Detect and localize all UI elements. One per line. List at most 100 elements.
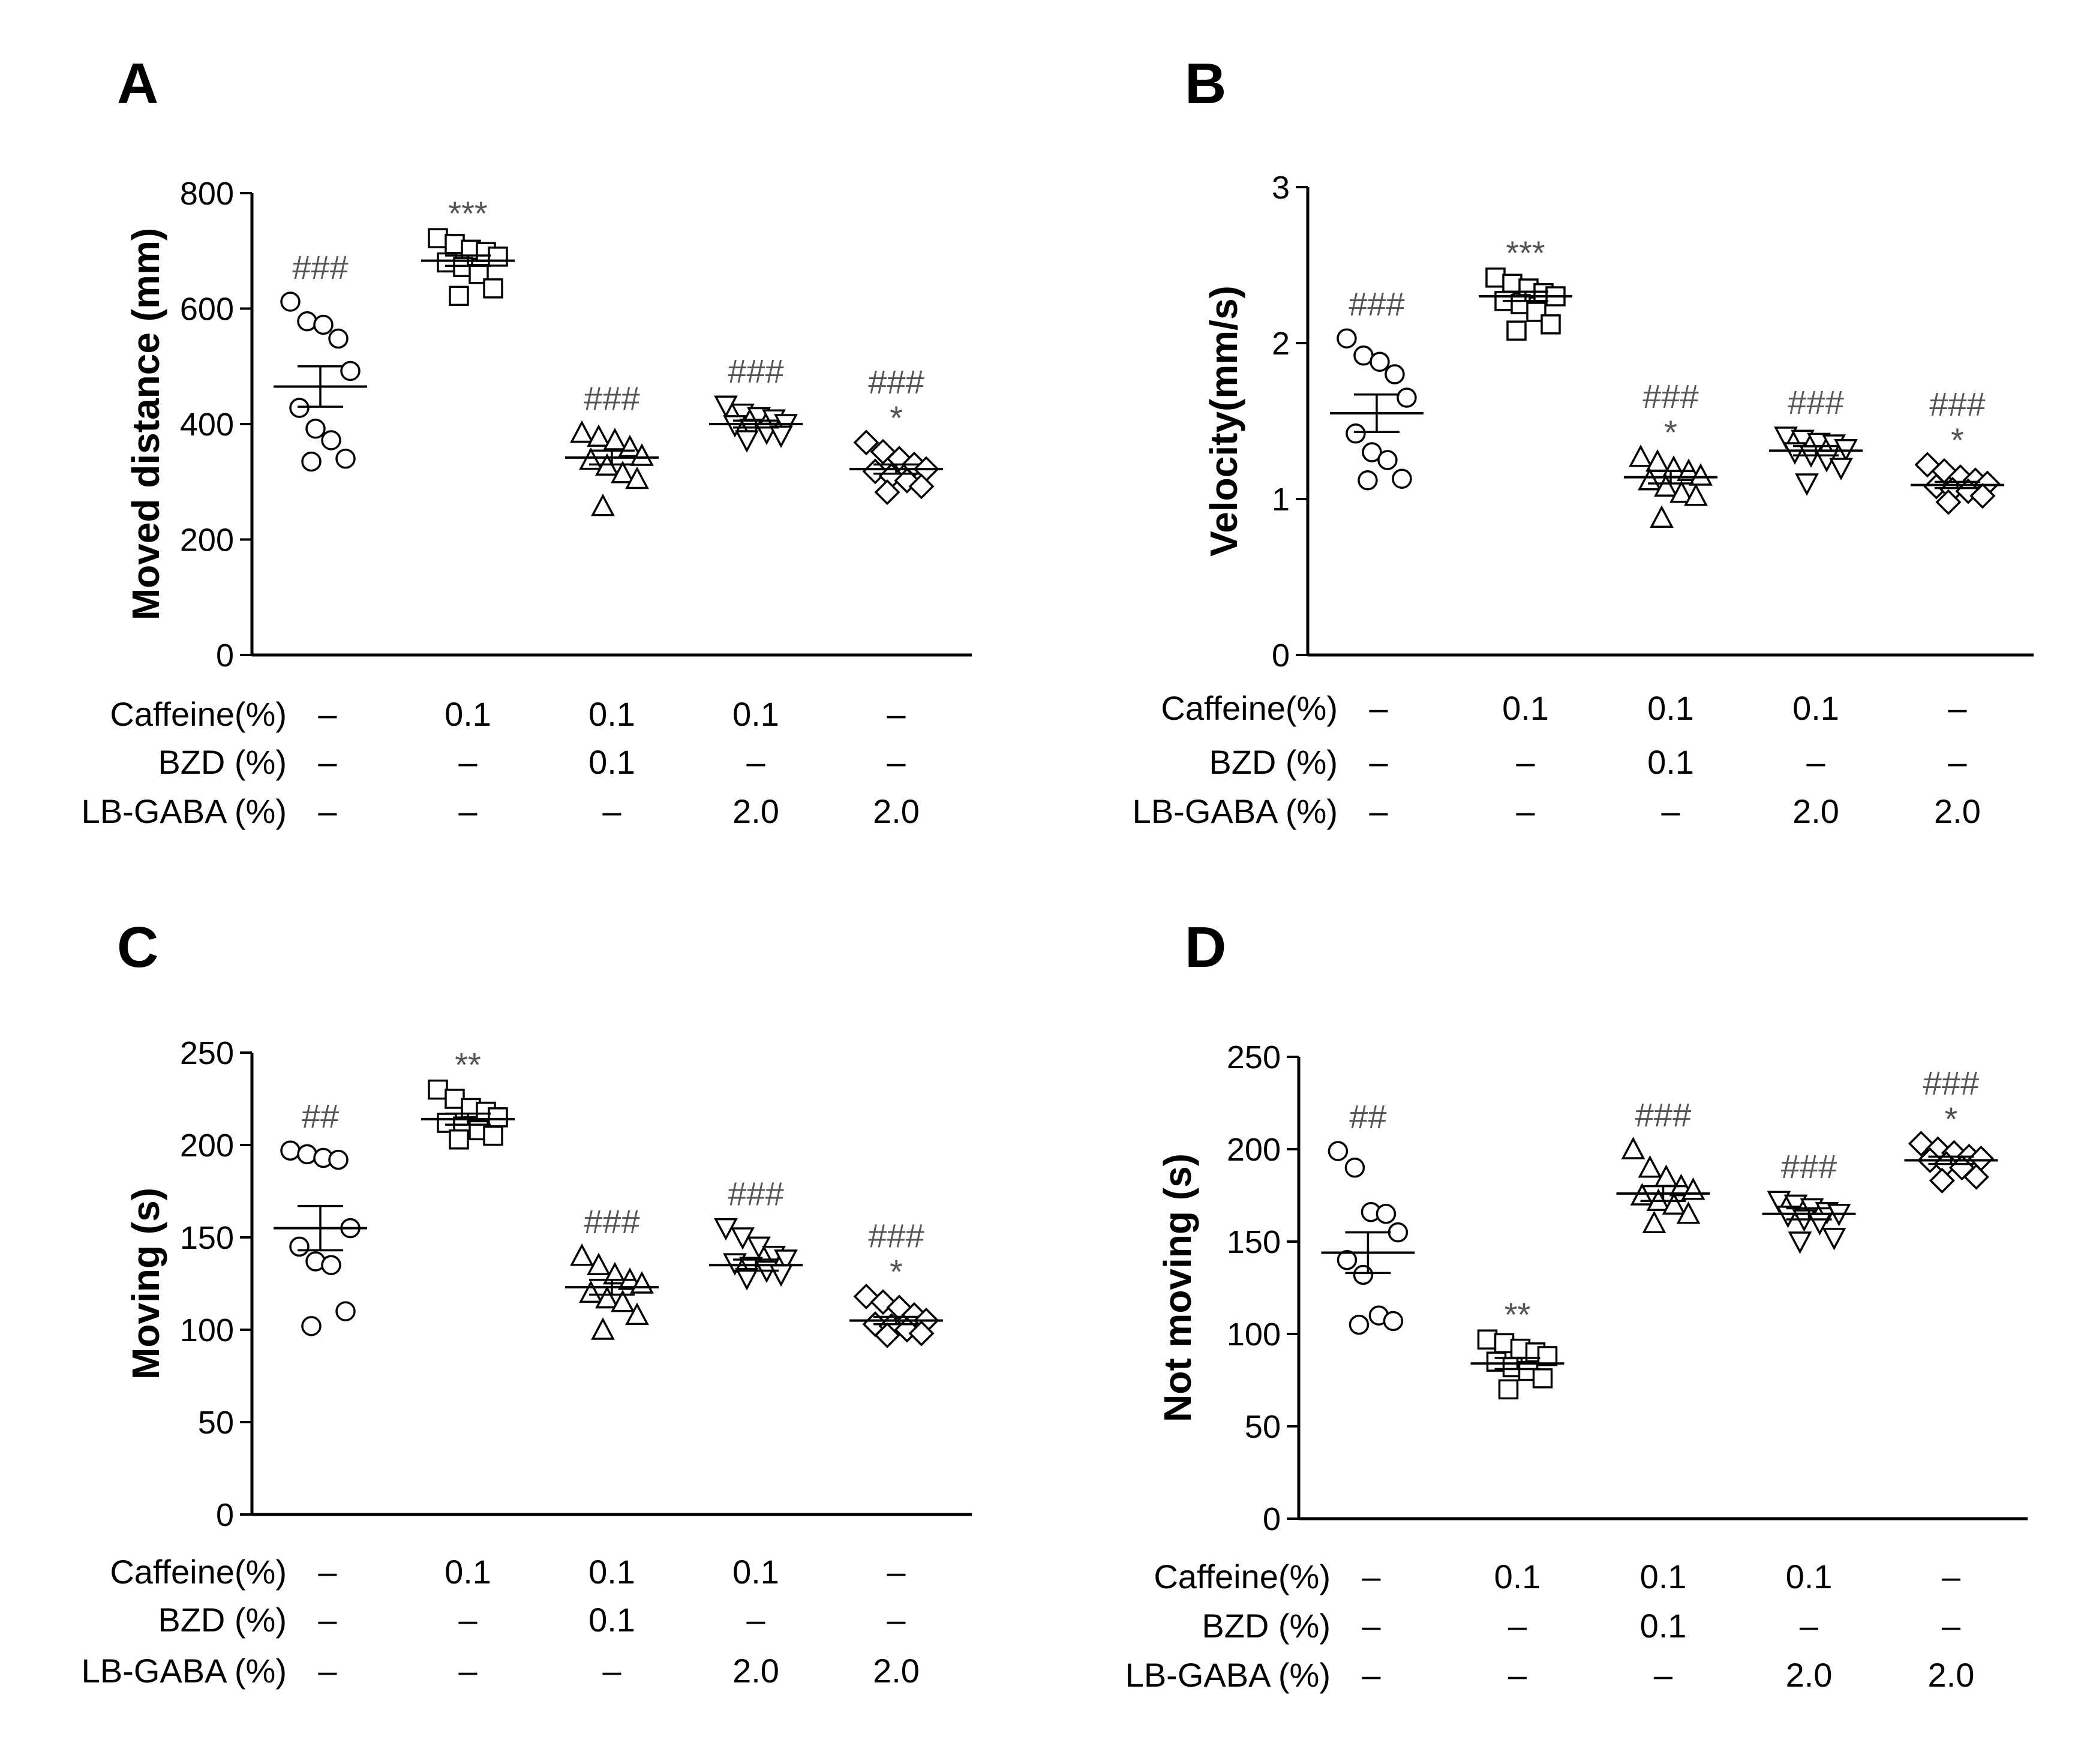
data-point (289, 1236, 310, 1257)
data-point (1669, 480, 1693, 503)
y-tick-label: 800 (180, 176, 234, 212)
data-group-5: *### (1904, 1064, 1998, 1194)
data-point (595, 1285, 619, 1309)
condition-value: – (1369, 689, 1388, 727)
y-tick-label: 50 (1245, 1409, 1281, 1445)
data-point (1337, 1250, 1358, 1270)
condition-value: – (1948, 743, 1967, 781)
condition-value: 0.1 (1647, 743, 1694, 781)
data-point (305, 418, 326, 439)
condition-value: – (1516, 792, 1535, 830)
condition-value: – (887, 1601, 906, 1639)
data-point (1362, 442, 1382, 462)
condition-value: – (1362, 1558, 1381, 1595)
data-point (483, 278, 503, 299)
y-axis-title: Not moving (s) (1156, 1153, 1199, 1422)
data-group-4: ### (709, 352, 803, 453)
data-point (1630, 1183, 1654, 1206)
condition-value: – (1369, 792, 1388, 830)
significance-hash: ### (868, 363, 924, 401)
data-point (335, 449, 356, 469)
data-point (1783, 442, 1807, 465)
condition-value: 2.0 (1786, 1656, 1833, 1694)
y-tick-label: 0 (216, 638, 234, 674)
y-tick-label: 400 (180, 407, 234, 443)
significance-stars: *** (1506, 234, 1545, 272)
condition-value: 0.1 (1786, 1558, 1833, 1595)
condition-value: 0.1 (1792, 689, 1839, 727)
data-point (1807, 432, 1831, 456)
significance-stars: * (1945, 1100, 1958, 1138)
data-point (445, 1089, 465, 1109)
data-point (1929, 1167, 1955, 1194)
panel-letter: A (117, 52, 158, 116)
data-point (587, 424, 611, 447)
data-point (1485, 268, 1506, 288)
data-group-3: ### (565, 379, 659, 516)
condition-value: 2.0 (1927, 1656, 1974, 1694)
data-point (1388, 1222, 1409, 1243)
significance-hash: ### (584, 1203, 639, 1240)
condition-value: – (887, 695, 906, 733)
data-point (280, 292, 301, 312)
data-point (1498, 1379, 1519, 1400)
data-point (1935, 489, 1962, 515)
y-tick-label: 100 (180, 1312, 234, 1348)
significance-stars: * (890, 1253, 903, 1291)
significance-hash: ### (1923, 1064, 1979, 1102)
data-point (1829, 458, 1853, 480)
data-point (1376, 1204, 1397, 1224)
data-point (449, 1129, 469, 1150)
data-point (874, 1322, 900, 1348)
data-point (1385, 364, 1405, 384)
condition-table: Caffeine(%) –0.1 0.1 0.1 –BZD (%) – –0.1– –LB-G… (1125, 1558, 1975, 1694)
condition-label: BZD (%) (158, 1601, 287, 1639)
condition-value: – (746, 743, 765, 781)
data-point (603, 1261, 627, 1285)
y-tick-label: 200 (1227, 1132, 1281, 1168)
data-point (1969, 483, 1996, 509)
data-point (1537, 1346, 1558, 1366)
data-point (591, 493, 615, 516)
significance-hash: ### (728, 1175, 783, 1213)
condition-value: – (318, 792, 337, 830)
condition-value: – (602, 1652, 621, 1690)
data-point (630, 443, 654, 466)
data-point (1358, 470, 1378, 491)
data-point (1963, 1164, 1989, 1190)
condition-value: 0.1 (732, 1553, 779, 1591)
condition-table: Caffeine(%) –0.1 0.1 0.1 –BZD (%) – –0.1– –LB-G… (82, 1553, 920, 1690)
data-point (1328, 1141, 1349, 1161)
data-point (488, 1107, 508, 1128)
data-point (908, 473, 935, 500)
data-point (1353, 1264, 1374, 1285)
data-point (321, 430, 341, 450)
condition-label: BZD (%) (1202, 1607, 1331, 1645)
data-group-1: ### (274, 248, 367, 472)
data-point (1783, 1194, 1808, 1218)
data-point (428, 1079, 448, 1100)
data-point (769, 425, 793, 448)
data-point (313, 314, 334, 335)
significance-hash: ## (1349, 1098, 1386, 1135)
data-point (280, 1140, 301, 1161)
data-point (1337, 328, 1357, 348)
data-point (714, 1218, 738, 1241)
data-point (625, 466, 649, 489)
condition-label: LB-GABA (%) (82, 792, 287, 830)
condition-value: – (887, 1553, 906, 1591)
data-point (321, 1255, 341, 1275)
significance-hash: ### (1642, 377, 1698, 415)
data-point (1684, 483, 1708, 506)
data-point (731, 403, 755, 426)
data-point (1541, 314, 1561, 335)
data-group-5: *### (849, 1217, 943, 1348)
data-point (1383, 1311, 1404, 1332)
condition-label: LB-GABA (%) (82, 1652, 287, 1690)
panel-letter: B (1185, 52, 1226, 116)
y-tick-label: 150 (1227, 1224, 1281, 1260)
significance-hash: ### (728, 352, 783, 390)
data-point (735, 1268, 759, 1291)
data-point (301, 1316, 322, 1336)
